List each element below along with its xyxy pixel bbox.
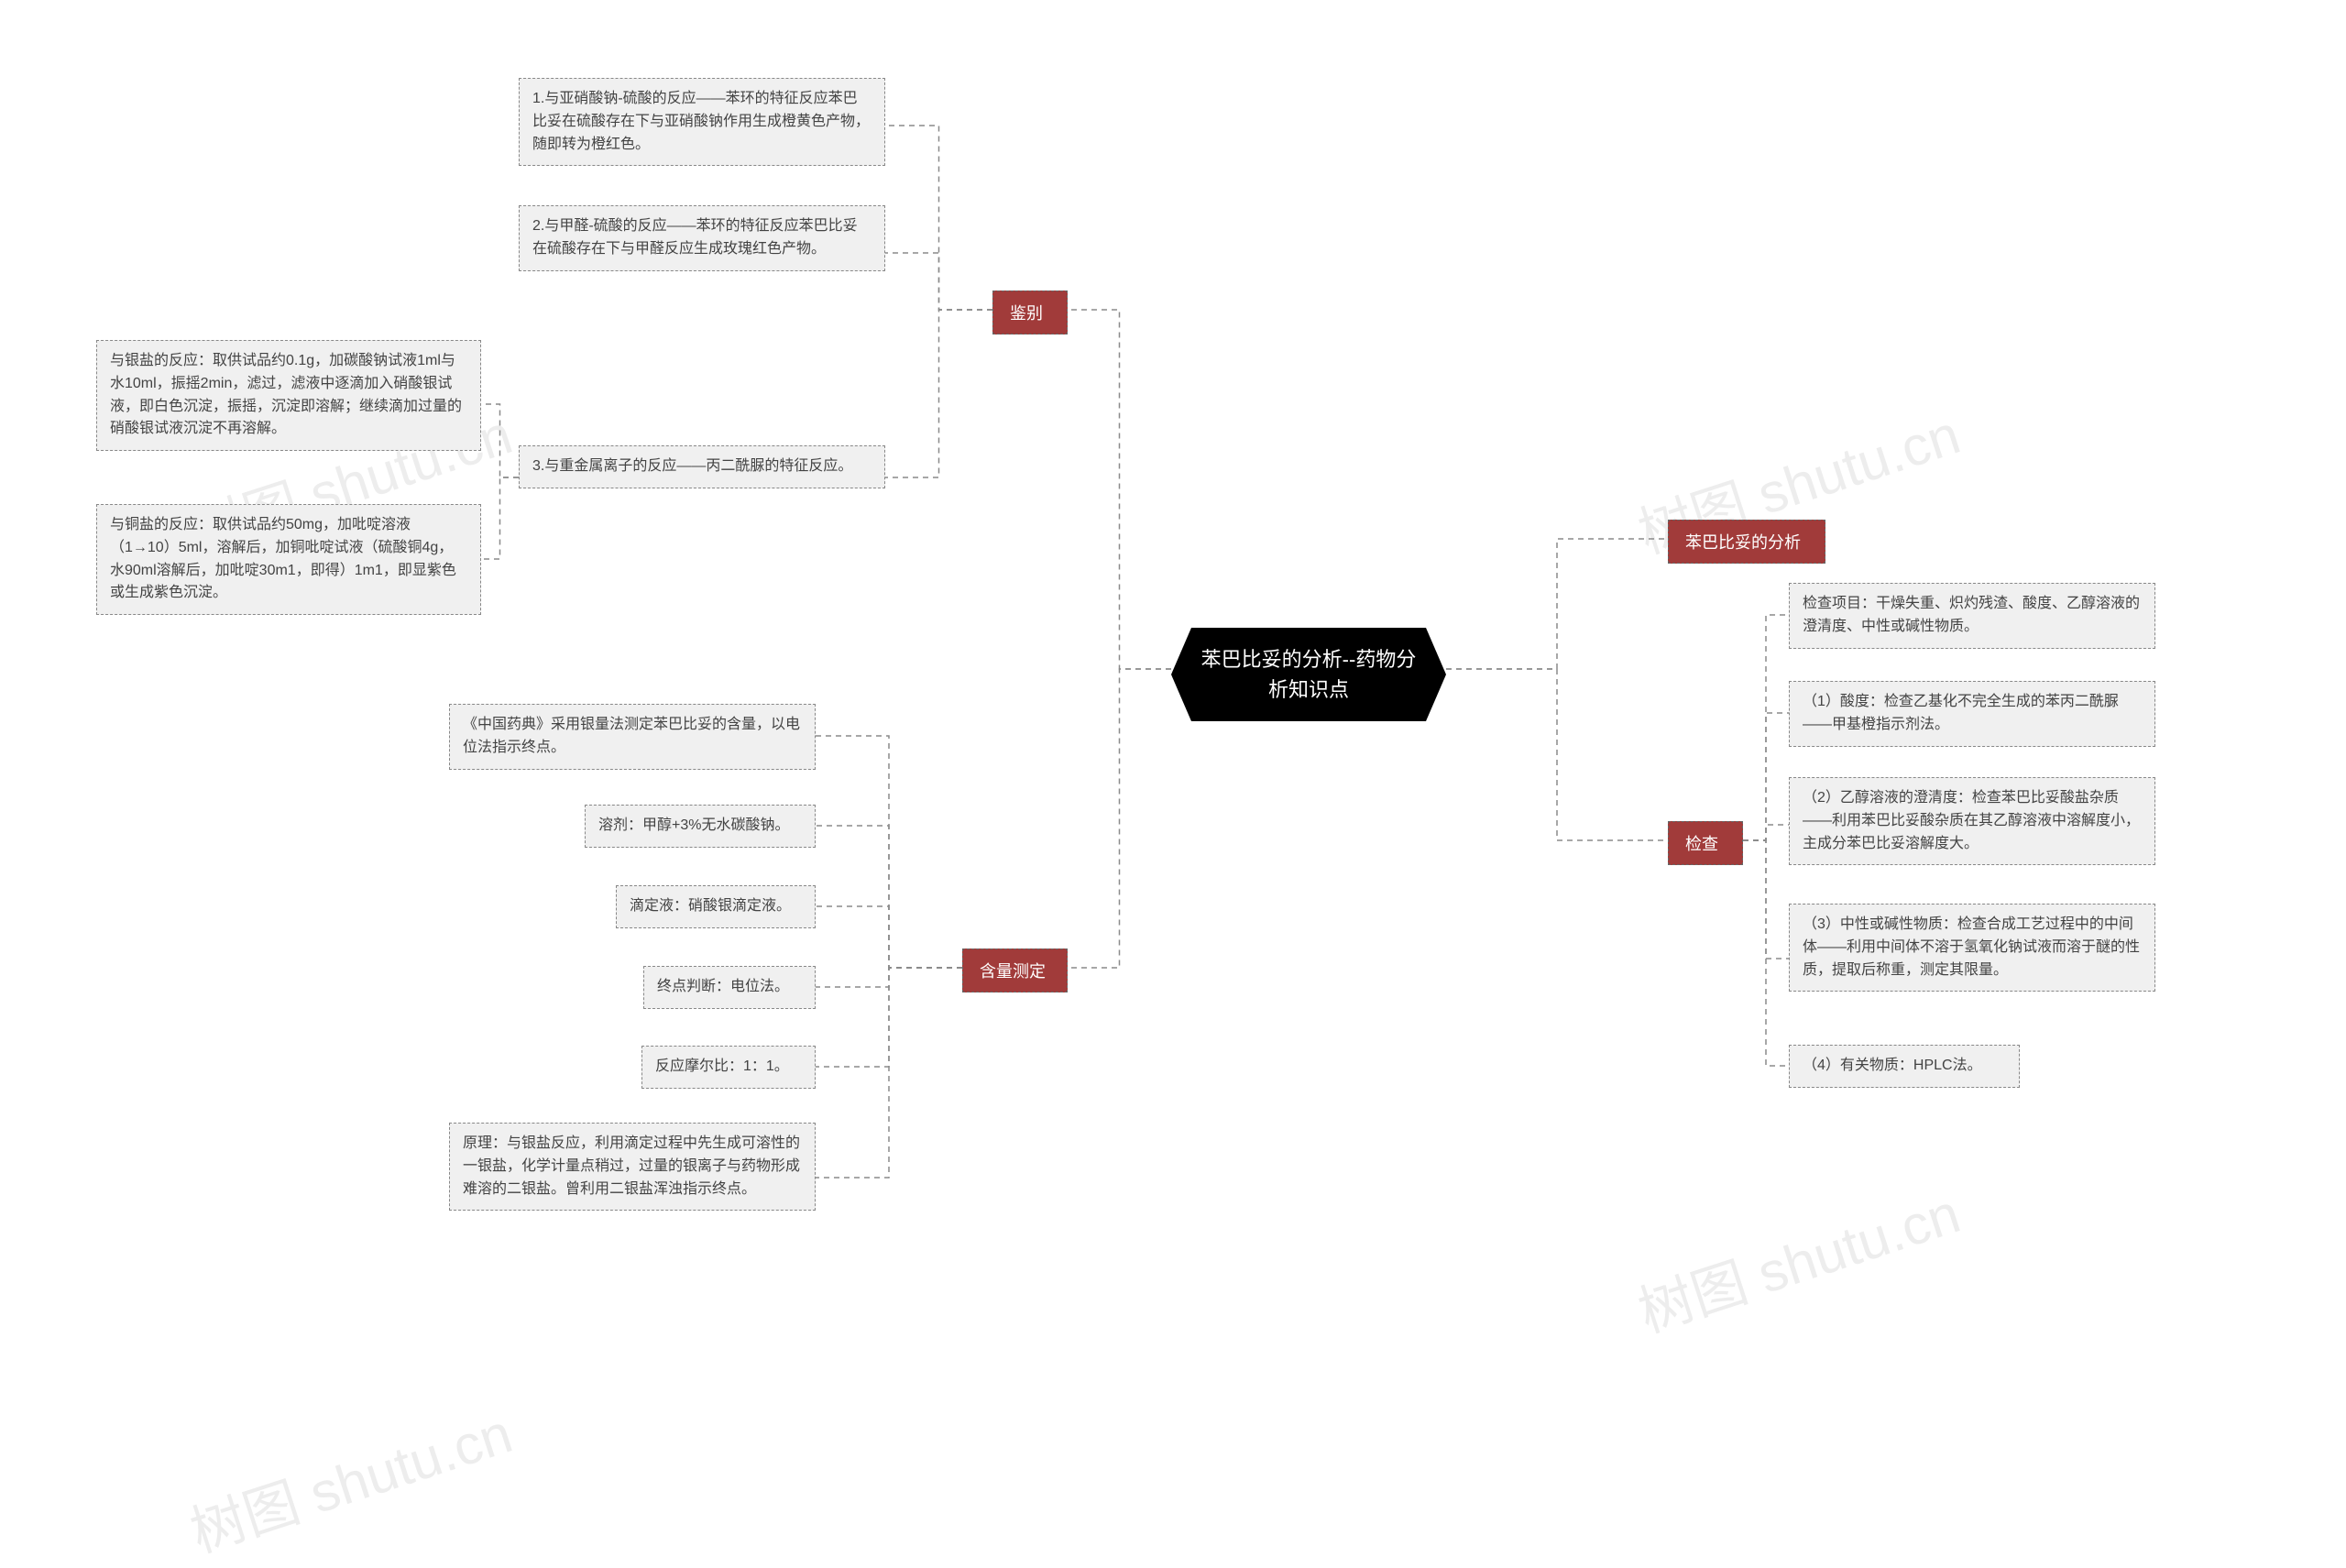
- branch-jiancha: 检查: [1668, 821, 1743, 865]
- leaf-jiancha-1: 检查项目：干燥失重、炽灼残渣、酸度、乙醇溶液的澄清度、中性或碱性物质。: [1789, 583, 2155, 649]
- leaf-jianbie-sub-2: 与铜盐的反应：取供试品约50mg，加吡啶溶液（1→10）5ml，溶解后，加铜吡啶…: [96, 504, 481, 615]
- watermark: 树图 shutu.cn: [179, 1389, 521, 1568]
- watermark: 树图 shutu.cn: [1627, 1169, 1968, 1348]
- leaf-jianbie-1: 1.与亚硝酸钠-硫酸的反应——苯环的特征反应苯巴比妥在硫酸存在下与亚硝酸钠作用生…: [519, 78, 885, 166]
- leaf-jiancha-5: （4）有关物质：HPLC法。: [1789, 1045, 2020, 1088]
- leaf-hanliang-3: 滴定液：硝酸银滴定液。: [616, 885, 816, 928]
- leaf-hanliang-5: 反应摩尔比：1：1。: [641, 1046, 816, 1089]
- diagram-canvas: 树图 shutu.cn 树图 shutu.cn 树图 shutu.cn 树图 s…: [0, 0, 2346, 1489]
- leaf-jianbie-sub-1: 与银盐的反应：取供试品约0.1g，加碳酸钠试液1ml与水10ml，振摇2min，…: [96, 340, 481, 451]
- leaf-hanliang-6: 原理：与银盐反应，利用滴定过程中先生成可溶性的一银盐，化学计量点稍过，过量的银离…: [449, 1123, 816, 1211]
- leaf-hanliang-4: 终点判断：电位法。: [643, 966, 816, 1009]
- branch-fenxi: 苯巴比妥的分析: [1668, 520, 1825, 564]
- leaf-jiancha-4: （3）中性或碱性物质：检查合成工艺过程中的中间体——利用中间体不溶于氢氧化钠试液…: [1789, 904, 2155, 992]
- branch-jianbie: 鉴别: [992, 291, 1068, 334]
- branch-hanliang: 含量测定: [962, 948, 1068, 992]
- root-node: 苯巴比妥的分析--药物分析知识点: [1171, 628, 1446, 721]
- leaf-jianbie-3: 3.与重金属离子的反应——丙二酰脲的特征反应。: [519, 445, 885, 488]
- leaf-jianbie-2: 2.与甲醛-硫酸的反应——苯环的特征反应苯巴比妥在硫酸存在下与甲醛反应生成玫瑰红…: [519, 205, 885, 271]
- leaf-hanliang-2: 溶剂：甲醇+3%无水碳酸钠。: [585, 805, 816, 848]
- leaf-jiancha-3: （2）乙醇溶液的澄清度：检查苯巴比妥酸盐杂质——利用苯巴比妥酸杂质在其乙醇溶液中…: [1789, 777, 2155, 865]
- leaf-jiancha-2: （1）酸度：检查乙基化不完全生成的苯丙二酰脲——甲基橙指示剂法。: [1789, 681, 2155, 747]
- leaf-hanliang-1: 《中国药典》采用银量法测定苯巴比妥的含量，以电位法指示终点。: [449, 704, 816, 770]
